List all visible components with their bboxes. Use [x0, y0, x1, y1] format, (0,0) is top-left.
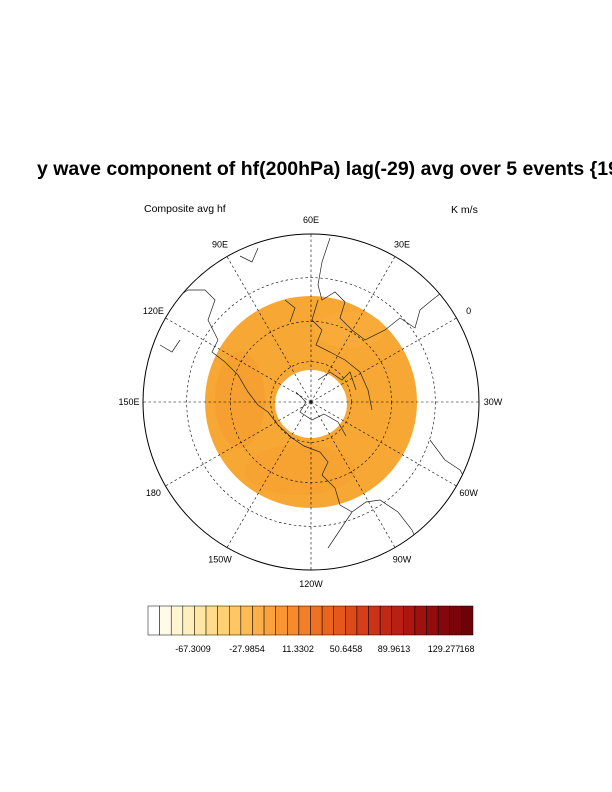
longitude-label: 60E [303, 215, 319, 225]
colorbar-box [240, 605, 253, 636]
colorbar-box [147, 605, 160, 636]
colorbar-box [159, 605, 172, 636]
colorbar-box [426, 605, 439, 636]
colorbar-box [449, 605, 462, 636]
longitude-label: 150W [208, 555, 232, 565]
colorbar-label: 168 [459, 644, 474, 654]
graticule [143, 234, 479, 570]
colorbar-label: 89.9613 [378, 644, 411, 654]
colorbar-box [182, 605, 195, 636]
colorbar-box [379, 605, 392, 636]
colorbar-box [333, 605, 346, 636]
latitude-circle [186, 277, 436, 527]
longitude-label: 90W [393, 555, 412, 565]
colorbar-box [391, 605, 404, 636]
longitude-label: 120W [299, 579, 323, 589]
colorbar-box [437, 605, 451, 636]
meridian-line [310, 401, 457, 487]
colorbar-label: 50.6458 [330, 644, 363, 654]
meridian-line [310, 256, 396, 403]
meridian-line [310, 401, 396, 548]
meridian-line [226, 256, 312, 403]
map-boundary [142, 233, 480, 571]
colorbar-box [345, 605, 358, 636]
longitude-label: 0 [466, 306, 471, 316]
colorbar-box [461, 605, 474, 636]
left-subtitle: Composite avg hf [144, 203, 226, 215]
meridian-line [226, 401, 312, 548]
colorbar-box [275, 605, 288, 636]
longitude-label: 30W [484, 397, 503, 407]
colorbar-box [170, 605, 184, 636]
colorbar-box [217, 605, 230, 636]
meridian-line [310, 317, 457, 403]
colorbar-box [229, 605, 242, 636]
colorbar-label: -67.3009 [175, 644, 211, 654]
colorbar-box [263, 605, 276, 636]
longitude-label: 30E [394, 239, 410, 249]
longitude-label: 180 [146, 488, 161, 498]
colorbar-box [205, 605, 218, 636]
colorbar-box [298, 605, 311, 636]
colorbar-box [356, 605, 369, 636]
longitude-label: 90E [212, 239, 228, 249]
meridian-line [165, 317, 312, 403]
longitude-label: 150E [118, 397, 139, 407]
longitude-label: 60W [459, 488, 478, 498]
colorbar-label: 11.3302 [282, 644, 314, 654]
longitude-label: 120E [143, 306, 164, 316]
meridian-line [165, 401, 312, 487]
colorbar-box [310, 605, 323, 636]
colorbar-box [403, 605, 416, 636]
colorbar-box [252, 605, 265, 636]
colorbar-box [321, 605, 334, 636]
right-subtitle: K m/s [451, 204, 478, 216]
plot-title: y wave component of hf(200hPa) lag(-29) … [37, 158, 612, 180]
colorbar-box [194, 605, 207, 636]
colorbar-box [368, 605, 381, 636]
colorbar-label: 129.277 [428, 644, 461, 654]
colorbar-box [414, 605, 427, 636]
colorbar-label: -27.9854 [229, 644, 265, 654]
colorbar-box [287, 605, 300, 636]
